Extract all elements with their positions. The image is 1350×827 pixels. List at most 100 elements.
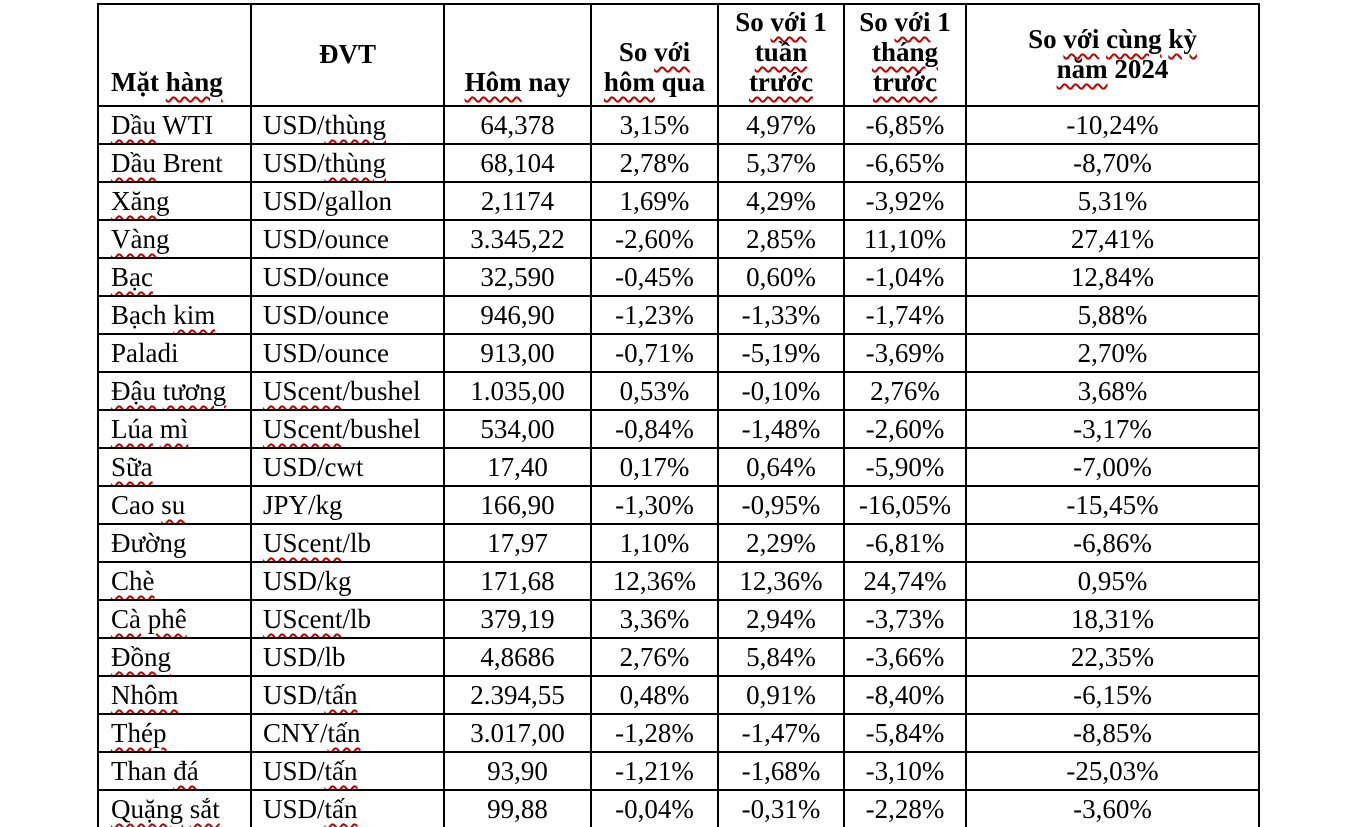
text-fragment: Brent: [155, 148, 223, 178]
text-fragment: [153, 414, 160, 444]
commodity-name-cell: Bạc: [97, 257, 252, 297]
value-cell-vs-yesterday: 1,10%: [590, 523, 719, 563]
value-cell-vs-week: -0,31%: [717, 789, 845, 827]
text-fragment: USD/gallon: [263, 186, 393, 216]
value-cell-vs-yesterday: 0,53%: [590, 371, 719, 411]
value-cell-vs-yesterday: -0,04%: [590, 789, 719, 827]
commodity-name-cell: Cà phê: [97, 599, 252, 639]
commodity-price-table: Mặt hàng ĐVT Hôm nay So với hôm qua So với 1…: [97, 3, 1260, 827]
value-cell-vs-year: -3,60%: [965, 789, 1260, 827]
value-cell-vs-week: 0,91%: [717, 675, 845, 715]
text-fragment: Bạch: [111, 300, 174, 330]
value-cell-vs-yesterday: 0,17%: [590, 447, 719, 487]
misspelling-squiggle-text: tấn: [324, 794, 358, 824]
table-row: Dầu Brent USD/thùng 68,104 2,78% 5,37% -6,65%…: [97, 143, 1260, 183]
unit-cell: USD/tấn: [250, 675, 445, 715]
value-cell-vs-week: -1,47%: [717, 713, 845, 753]
value-cell-vs-year: 0,95%: [965, 561, 1260, 601]
value-cell-vs-yesterday: -0,84%: [590, 409, 719, 449]
column-header-name: Mặt hàng: [97, 3, 252, 107]
value-cell-vs-year: 12,84%: [965, 257, 1260, 297]
value-cell-vs-week: -0,10%: [717, 371, 845, 411]
value-cell-vs-month: 11,10%: [843, 219, 967, 259]
text-fragment: /lb: [342, 604, 371, 634]
misspelling-squiggle-text: Vàng: [111, 224, 170, 254]
text-fragment: USD/: [263, 148, 325, 178]
value-cell-vs-yesterday: -1,28%: [590, 713, 719, 753]
commodity-name-cell: Cao su: [97, 485, 252, 525]
value-cell-today: 99,88: [443, 789, 592, 827]
value-cell-vs-week: -5,19%: [717, 333, 845, 373]
text-fragment: CNY/: [263, 718, 328, 748]
table-row: Đồng USD/lb 4,8686 2,76% 5,84% -3,66% 22,35%: [97, 637, 1260, 677]
misspelling-squiggle-text: trước: [748, 67, 814, 97]
value-cell-vs-week: 4,29%: [717, 181, 845, 221]
text-fragment: 2024: [1107, 54, 1169, 84]
commodity-name-cell: Vàng: [97, 219, 252, 259]
table-row: Vàng USD/ounce 3.345,22 -2,60% 2,85% 11,10% 27…: [97, 219, 1260, 259]
value-cell-today: 64,378: [443, 105, 592, 145]
value-cell-vs-year: -10,24%: [965, 105, 1260, 145]
value-cell-vs-yesterday: -1,30%: [590, 485, 719, 525]
text-fragment: So: [618, 37, 655, 67]
text-fragment: WTI: [155, 110, 214, 140]
value-cell-today: 68,104: [443, 143, 592, 183]
column-header-vs-yesterday: So với hôm qua: [590, 3, 719, 107]
table-row: Thép CNY/tấn 3.017,00 -1,28% -1,47% -5,84% -8,…: [97, 713, 1260, 753]
text-fragment: qua: [654, 67, 706, 97]
text-fragment: ĐVT: [318, 39, 376, 69]
value-cell-vs-week: -1,48%: [717, 409, 845, 449]
value-cell-vs-year: 2,70%: [965, 333, 1260, 373]
value-cell-today: 2,1174: [443, 181, 592, 221]
misspelling-squiggle-text: Sữa: [111, 452, 153, 482]
column-header-vs-month: So với 1 tháng trước: [843, 3, 967, 107]
unit-cell: USD/thùng: [250, 143, 445, 183]
text-fragment: USD/ounce: [263, 300, 389, 330]
value-cell-today: 534,00: [443, 409, 592, 449]
misspelling-squiggle-text: UScent: [263, 604, 343, 634]
misspelling-squiggle-text: Dầu: [111, 110, 156, 140]
text-fragment: Mặt: [111, 67, 166, 97]
text-fragment: USD/ounce: [263, 224, 389, 254]
value-cell-today: 17,40: [443, 447, 592, 487]
value-cell-vs-year: 5,88%: [965, 295, 1260, 335]
misspelling-squiggle-text: su: [161, 490, 186, 520]
text-fragment: So: [735, 7, 771, 37]
misspelling-squiggle-text: đá: [173, 756, 199, 786]
value-cell-today: 4,8686: [443, 637, 592, 677]
value-cell-vs-month: 24,74%: [843, 561, 967, 601]
misspelling-squiggle-text: Đồng: [111, 642, 171, 672]
misspelling-squiggle-text: Dầu: [111, 148, 156, 178]
text-fragment: USD/cwt: [263, 452, 364, 482]
text-fragment: USD/ounce: [263, 338, 389, 368]
table-row: Cà phê UScent/lb 379,19 3,36% 2,94% -3,73% 18,…: [97, 599, 1260, 639]
value-cell-vs-week: -1,68%: [717, 751, 845, 791]
value-cell-vs-year: -3,17%: [965, 409, 1260, 449]
misspelling-squiggle-text: với: [894, 7, 931, 37]
misspelling-squiggle-text: tuần: [754, 37, 808, 67]
commodity-name-cell: Đồng: [97, 637, 252, 677]
value-cell-vs-month: -3,10%: [843, 751, 967, 791]
unit-cell: UScent/lb: [250, 599, 445, 639]
value-cell-today: 166,90: [443, 485, 592, 525]
text-fragment: Paladi: [111, 338, 179, 368]
value-cell-vs-yesterday: -2,60%: [590, 219, 719, 259]
value-cell-vs-year: -6,86%: [965, 523, 1260, 563]
value-cell-vs-month: -16,05%: [843, 485, 967, 525]
value-cell-vs-year: -7,00%: [965, 447, 1260, 487]
value-cell-vs-month: -2,60%: [843, 409, 967, 449]
commodity-name-cell: Lúa mì: [97, 409, 252, 449]
value-cell-vs-month: -5,84%: [843, 713, 967, 753]
misspelling-squiggle-text: năm: [1056, 54, 1108, 84]
misspelling-squiggle-text: hôm: [603, 67, 655, 97]
unit-cell: USD/ounce: [250, 295, 445, 335]
value-cell-vs-month: -2,28%: [843, 789, 967, 827]
text-fragment: 1: [937, 7, 951, 37]
value-cell-vs-month: -5,90%: [843, 447, 967, 487]
text-fragment: Than: [111, 756, 174, 786]
value-cell-vs-week: 5,84%: [717, 637, 845, 677]
value-cell-vs-month: -3,66%: [843, 637, 967, 677]
text-fragment: 1: [813, 7, 827, 37]
value-cell-vs-yesterday: 3,36%: [590, 599, 719, 639]
